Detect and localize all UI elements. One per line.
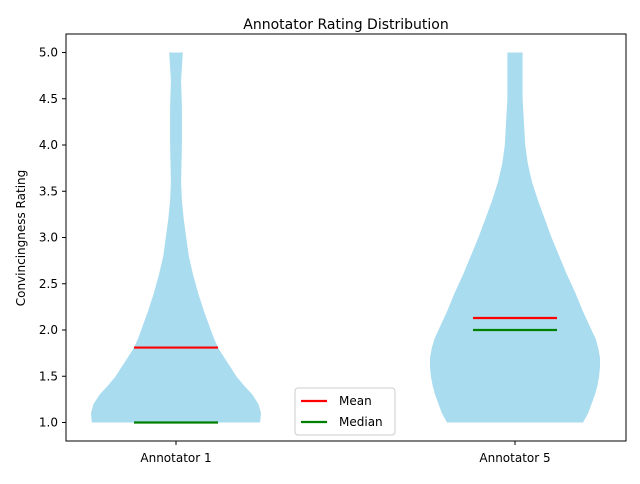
y-tick-label: 1.0 — [39, 416, 58, 430]
y-tick-label: 2.0 — [39, 323, 58, 337]
violin-group — [91, 52, 600, 423]
x-tick-label: Annotator 1 — [140, 451, 211, 465]
legend-label-mean: Mean — [339, 394, 372, 408]
y-tick-label: 3.5 — [39, 184, 58, 198]
violin-1 — [91, 52, 261, 423]
y-axis: 1.0 1.5 2.0 2.5 3.0 3.5 4.0 4.5 5.0 — [39, 46, 66, 430]
legend-label-median: Median — [339, 415, 383, 429]
violin-2 — [430, 52, 600, 423]
x-axis: Annotator 1 Annotator 5 — [140, 441, 551, 465]
stat-lines-group — [134, 316, 557, 424]
legend: Mean Median — [294, 387, 396, 436]
x-tick-label: Annotator 5 — [479, 451, 550, 465]
y-axis-label: Convincingness Rating — [14, 170, 28, 307]
y-tick-label: 4.5 — [39, 92, 58, 106]
plot-frame — [65, 33, 627, 442]
chart-title: Annotator Rating Distribution — [243, 17, 448, 33]
y-tick-label: 5.0 — [39, 46, 58, 60]
legend-box — [294, 387, 396, 436]
y-tick-label: 2.5 — [39, 277, 58, 291]
y-tick-label: 3.0 — [39, 231, 58, 245]
y-tick-label: 1.5 — [39, 369, 58, 383]
y-tick-label: 4.0 — [39, 138, 58, 152]
